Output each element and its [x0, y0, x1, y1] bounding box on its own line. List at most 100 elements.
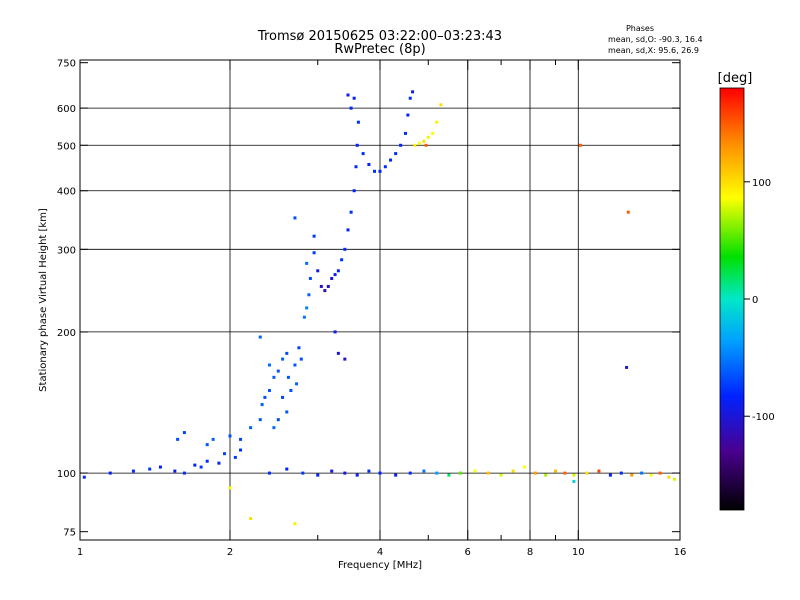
- echo-point: [417, 141, 421, 145]
- y-tick-label: 100: [57, 469, 76, 480]
- colorbar-ticks: 100 0 -100: [744, 178, 775, 423]
- chart-title: Tromsø 20150625 03:22:00–03:23:43: [257, 29, 502, 44]
- echo-point: [572, 473, 576, 477]
- echo-point: [349, 210, 353, 214]
- echo-point: [305, 261, 309, 265]
- x-tick-label: 2: [227, 547, 233, 558]
- echo-point: [293, 363, 297, 367]
- echo-point: [411, 90, 415, 94]
- y-tick-label: 750: [57, 59, 76, 70]
- phases-title: Phases: [626, 24, 654, 33]
- echo-point: [578, 143, 582, 147]
- y-axis-label: Stationary phase Virtual Height [km]: [38, 208, 49, 392]
- colorbar-label: [deg]: [718, 71, 753, 86]
- echo-point: [305, 306, 309, 310]
- echo-point: [349, 106, 353, 110]
- echo-point: [431, 131, 435, 135]
- phases-mean-o: mean, sd,O: -90.3, 16.4: [608, 35, 703, 44]
- echo-point: [523, 465, 527, 469]
- echo-point: [625, 365, 629, 369]
- echo-point: [267, 389, 271, 393]
- y-tick-label: 500: [57, 141, 76, 152]
- y-tick-label: 400: [57, 187, 76, 198]
- echo-point: [301, 471, 305, 475]
- echo-point: [619, 471, 623, 475]
- echo-point: [276, 369, 280, 373]
- echo-point: [211, 437, 215, 441]
- y-tick-label: 200: [57, 328, 76, 339]
- echo-point: [389, 158, 393, 162]
- echo-point: [228, 486, 232, 490]
- echo-point: [286, 375, 290, 379]
- echo-point: [630, 473, 634, 477]
- echo-point: [182, 471, 186, 475]
- echo-point: [289, 389, 293, 393]
- echo-point: [355, 143, 359, 147]
- echo-point: [408, 96, 412, 100]
- echo-point: [333, 273, 337, 277]
- x-tick-label: 16: [674, 547, 687, 558]
- x-tick-label: 6: [465, 547, 471, 558]
- echo-point: [173, 469, 177, 473]
- echo-point: [343, 247, 347, 251]
- echo-point: [373, 169, 377, 173]
- echo-point: [239, 448, 243, 452]
- colorbar: [719, 87, 745, 511]
- echo-point: [285, 467, 289, 471]
- x-tick-label: 10: [572, 547, 585, 558]
- echo-point: [597, 469, 601, 473]
- echo-point: [544, 473, 548, 477]
- echo-point: [343, 357, 347, 361]
- echo-point: [553, 469, 557, 473]
- echo-point: [293, 216, 297, 220]
- echo-point: [316, 269, 320, 273]
- echo-point: [281, 357, 285, 361]
- echo-point: [299, 357, 303, 361]
- echo-point: [295, 382, 299, 386]
- echo-point: [316, 473, 320, 477]
- echo-point: [158, 465, 162, 469]
- echo-point: [285, 351, 289, 355]
- echo-point: [340, 258, 344, 262]
- echo-point: [352, 189, 356, 193]
- echo-point: [458, 471, 462, 475]
- grid-lines: [80, 60, 680, 540]
- echo-point: [267, 363, 271, 367]
- echo-point: [312, 251, 316, 255]
- echo-point: [326, 284, 330, 288]
- echo-point: [199, 465, 203, 469]
- echo-point: [285, 410, 289, 414]
- echo-point: [572, 479, 576, 483]
- echo-point: [422, 139, 426, 143]
- echo-point: [312, 234, 316, 238]
- x-tick-label: 4: [377, 547, 383, 558]
- echo-point: [361, 152, 365, 156]
- echo-point: [330, 469, 334, 473]
- echo-point: [333, 330, 337, 334]
- echo-point: [148, 467, 152, 471]
- echo-point: [626, 210, 630, 214]
- echo-point: [267, 471, 271, 475]
- echo-point: [356, 120, 360, 124]
- echo-point: [435, 120, 439, 124]
- echo-point: [108, 471, 112, 475]
- echo-point: [403, 131, 407, 135]
- echo-point: [343, 471, 347, 475]
- echo-point: [533, 471, 537, 475]
- echo-point: [346, 228, 350, 232]
- echo-point: [228, 434, 232, 438]
- x-axis-label: Frequency [MHz]: [338, 560, 422, 571]
- echo-point: [406, 113, 410, 117]
- echo-point: [272, 375, 276, 379]
- echo-point: [426, 135, 430, 139]
- echo-point: [323, 289, 327, 293]
- echo-point: [307, 293, 311, 297]
- echo-point: [281, 395, 285, 399]
- echo-point: [131, 469, 135, 473]
- echo-point: [658, 471, 662, 475]
- echo-point: [424, 143, 428, 147]
- echo-point: [217, 461, 221, 465]
- y-tick-label: 600: [57, 104, 76, 115]
- echo-point: [422, 469, 426, 473]
